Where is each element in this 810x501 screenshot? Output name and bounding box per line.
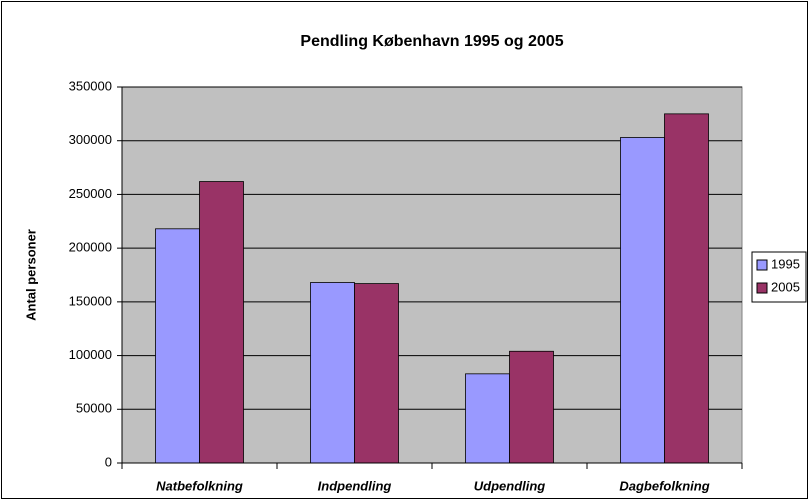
bar	[664, 113, 709, 464]
legend-label: 1995	[771, 256, 800, 271]
bar	[354, 283, 399, 464]
y-tick-label: 200000	[69, 240, 112, 255]
bar	[199, 181, 244, 464]
x-tick-label: Udpendling	[474, 478, 546, 493]
legend-swatch	[756, 259, 768, 271]
chart-title: Pendling København 1995 og 2005	[300, 33, 563, 50]
y-tick-label: 50000	[76, 401, 112, 416]
y-axis-title: Antal personer	[23, 229, 38, 321]
x-tick-label: Natbefolkning	[156, 478, 243, 493]
x-tick-label: Indpendling	[318, 478, 392, 493]
legend-swatch	[756, 282, 768, 294]
y-tick-label: 350000	[69, 78, 112, 93]
bar	[465, 373, 510, 464]
bar	[310, 282, 355, 464]
y-tick-label: 250000	[69, 186, 112, 201]
bar	[620, 137, 665, 464]
x-tick-label: Dagbefolkning	[619, 478, 709, 493]
y-tick-label: 150000	[69, 293, 112, 308]
y-tick-label: 300000	[69, 132, 112, 147]
bar	[509, 350, 554, 464]
legend-label: 2005	[771, 279, 800, 294]
y-tick-label: 0	[105, 454, 112, 469]
bar	[155, 228, 200, 464]
y-tick-label: 100000	[69, 347, 112, 362]
